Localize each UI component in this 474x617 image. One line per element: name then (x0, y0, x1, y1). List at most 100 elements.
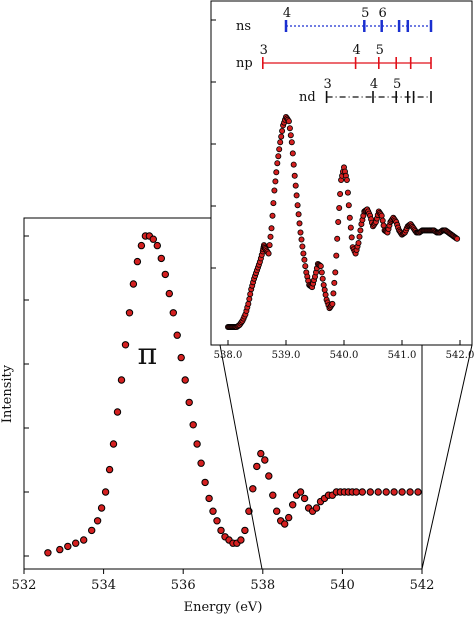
main-data-point (93, 517, 102, 525)
inset-x-tick-label: 542.0 (446, 350, 474, 361)
main-y-ticks (24, 235, 29, 557)
main-data-point (217, 526, 225, 535)
inset-data-point (346, 214, 353, 221)
inset-data-point (302, 263, 309, 270)
rydberg-ns-label: ns (236, 19, 251, 34)
inset-data-point (277, 139, 284, 146)
inset-data-point (289, 150, 296, 157)
main-data-point (129, 280, 138, 288)
main-data-point (105, 465, 114, 474)
main-data-point (137, 241, 146, 250)
main-data-point (414, 488, 422, 496)
inset-data-point (297, 229, 304, 236)
inset-data-point (330, 290, 337, 297)
inset-data-point (266, 242, 273, 249)
inset-data-point (285, 118, 292, 125)
main-data-point (133, 257, 142, 266)
inset-data-point (322, 291, 329, 298)
inset-data-point (331, 279, 338, 286)
main-data-point (382, 488, 390, 496)
x-tick-label: 538 (250, 578, 275, 593)
inset-data-point (300, 250, 307, 257)
main-data-point (352, 488, 360, 496)
inset-data-point (334, 235, 341, 242)
main-data-point (269, 491, 277, 499)
inset-series (224, 114, 461, 330)
main-data-point (374, 488, 382, 496)
main-data-point (177, 353, 185, 362)
inset-data-point (317, 263, 324, 270)
inset-data-point (332, 269, 339, 276)
inset-data-point (347, 224, 354, 231)
inset-data-point (275, 153, 282, 160)
inset-data-point (246, 295, 253, 302)
inset-data-point (318, 269, 325, 276)
inset-data-point (276, 146, 283, 153)
inset-data-point (380, 222, 387, 229)
x-tick-label: 536 (171, 578, 196, 593)
inset-data-point (343, 176, 350, 183)
main-data-point (72, 539, 80, 547)
main-data-point (173, 331, 181, 339)
main-data-point (205, 494, 213, 503)
main-data-point (125, 309, 134, 317)
rydberg-nd-number: 4 (370, 77, 378, 92)
inset-x-tick-label: 540.0 (330, 350, 359, 361)
main-data-point (157, 254, 166, 263)
inset-data-point (286, 125, 293, 132)
inset-data-point (267, 233, 274, 240)
main-data-point (358, 488, 366, 496)
x-tick-label: 542 (410, 578, 435, 593)
main-data-point (181, 376, 189, 384)
inset-data-point (270, 200, 277, 207)
rydberg-nd-number: 5 (393, 77, 401, 92)
inset-x-tick-label: 539.0 (272, 350, 301, 361)
inset-data-point (336, 204, 343, 211)
rydberg-nd-label: nd (299, 90, 316, 105)
inset-data-point (273, 169, 280, 176)
main-data-point (390, 488, 398, 496)
inset-data-point (321, 286, 328, 293)
inset-data-point (298, 236, 305, 243)
inset-data-point (344, 189, 351, 196)
inset-data-point (301, 256, 308, 263)
rydberg-np-number: 3 (260, 43, 268, 58)
inset-data-point (274, 160, 281, 167)
main-data-point (366, 488, 374, 496)
x-tick-label: 534 (91, 578, 116, 593)
main-data-point (201, 478, 209, 487)
inset-data-point (335, 218, 342, 225)
main-data-point (153, 241, 162, 250)
inset-x-ticks: 538.0 539.0 540.0 541.0 542.0 (214, 340, 474, 361)
main-data-point (161, 270, 170, 279)
rydberg-np-label: np (236, 56, 253, 71)
main-data-point (101, 488, 110, 496)
inset-data-point (337, 190, 344, 197)
rydberg-np-number: 5 (376, 43, 384, 58)
main-data-point (257, 449, 265, 458)
main-data-point (300, 494, 309, 503)
main-data-point (312, 504, 321, 512)
inset-data-point (319, 275, 326, 282)
inset-data-point (299, 243, 306, 250)
inset-data-point (291, 172, 298, 179)
pi-annotation: π (137, 337, 157, 372)
main-data-point (165, 289, 174, 298)
rydberg-ns-number: 5 (361, 6, 369, 21)
x-axis-label: Energy (eV) (184, 600, 263, 615)
inset-data-point (290, 161, 297, 168)
inset-y-ticks (211, 19, 216, 269)
inset-data-point (268, 225, 275, 232)
rydberg-nd-number: 3 (323, 77, 331, 92)
inset-x-tick-label: 538.0 (214, 350, 243, 361)
inset-data-point (265, 250, 272, 257)
main-data-point (44, 549, 52, 557)
inset-x-tick-label: 541.0 (388, 350, 417, 361)
inset-data-point (269, 212, 276, 219)
inset-data-point (295, 211, 302, 218)
main-data-point (193, 440, 201, 448)
inset-data-point (287, 132, 294, 139)
main-data-point (121, 341, 130, 349)
